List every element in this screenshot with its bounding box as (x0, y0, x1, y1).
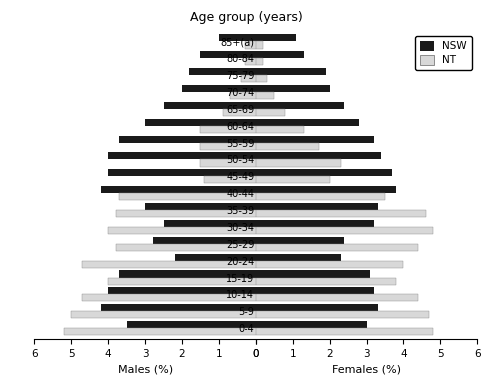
Bar (256, 237, 344, 244)
Bar (127, 321, 256, 328)
Bar (201, 142, 256, 150)
Bar (145, 118, 256, 126)
Bar (256, 287, 374, 295)
Bar (256, 85, 330, 92)
Bar (256, 203, 378, 210)
Bar (153, 237, 256, 244)
Bar (120, 271, 256, 277)
Bar (256, 176, 330, 183)
Bar (256, 169, 393, 176)
Bar (256, 126, 304, 133)
Bar (71, 311, 256, 319)
Bar (256, 186, 396, 193)
Bar (256, 136, 374, 142)
Bar (241, 75, 256, 82)
Text: Age group (years): Age group (years) (189, 11, 303, 24)
Bar (108, 277, 256, 285)
Bar (101, 304, 256, 311)
Bar (256, 51, 304, 58)
Bar (201, 160, 256, 166)
Bar (256, 118, 359, 126)
Bar (256, 68, 326, 75)
Bar (256, 142, 319, 150)
Bar (256, 160, 340, 166)
Bar (222, 109, 256, 116)
Bar (116, 244, 256, 251)
Bar (108, 287, 256, 295)
Bar (101, 186, 256, 193)
X-axis label: Males (%): Males (%) (118, 364, 173, 375)
Bar (256, 261, 403, 268)
Bar (256, 34, 296, 42)
Bar (189, 68, 256, 75)
Bar (256, 304, 378, 311)
Legend: NSW, NT: NSW, NT (415, 36, 472, 70)
Bar (201, 126, 256, 133)
Bar (219, 34, 256, 42)
Bar (256, 109, 285, 116)
Bar (256, 152, 381, 160)
X-axis label: Females (%): Females (%) (332, 364, 401, 375)
Bar (83, 261, 256, 268)
Bar (108, 227, 256, 234)
Bar (245, 58, 256, 66)
Bar (256, 271, 370, 277)
Bar (108, 169, 256, 176)
Bar (256, 42, 263, 48)
Bar (245, 42, 256, 48)
Bar (256, 277, 396, 285)
Bar (256, 227, 433, 234)
Bar (256, 295, 418, 301)
Bar (182, 85, 256, 92)
Bar (256, 328, 433, 335)
Bar (201, 51, 256, 58)
Bar (204, 176, 256, 183)
Bar (256, 102, 344, 109)
Bar (83, 295, 256, 301)
Bar (256, 92, 275, 99)
Bar (163, 220, 256, 227)
Bar (175, 254, 256, 261)
Bar (256, 220, 374, 227)
Bar (230, 92, 256, 99)
Bar (116, 210, 256, 217)
Bar (64, 328, 256, 335)
Bar (108, 152, 256, 160)
Bar (256, 193, 385, 200)
Bar (256, 75, 267, 82)
Bar (145, 203, 256, 210)
Bar (256, 58, 263, 66)
Bar (120, 193, 256, 200)
Bar (256, 311, 429, 319)
Bar (256, 254, 340, 261)
Bar (256, 321, 367, 328)
Bar (256, 244, 418, 251)
Bar (256, 210, 426, 217)
Bar (163, 102, 256, 109)
Bar (120, 136, 256, 142)
